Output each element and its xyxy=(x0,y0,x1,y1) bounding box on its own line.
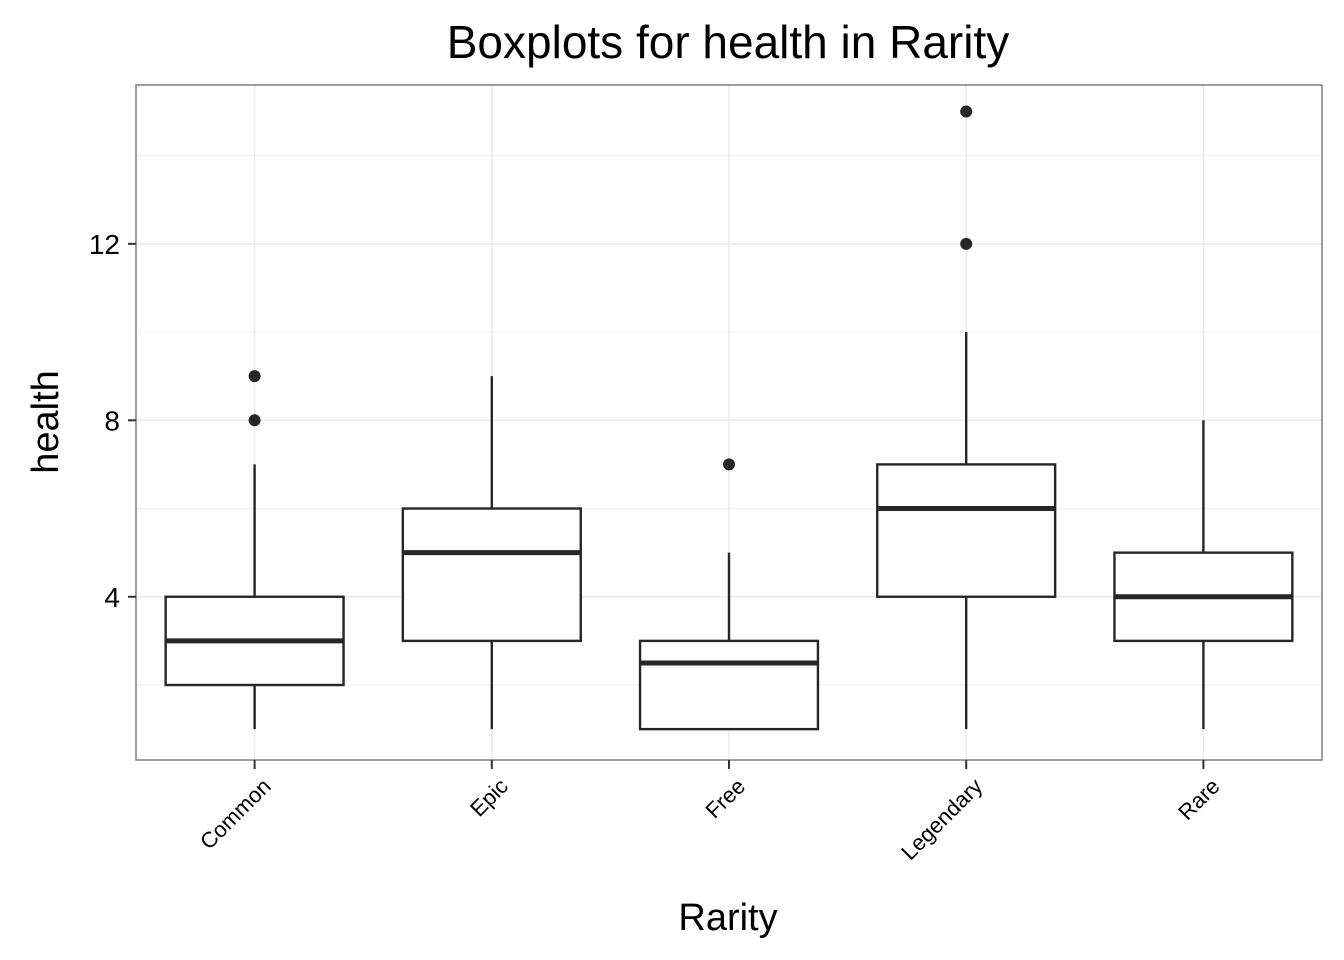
chart-title: Boxplots for health in Rarity xyxy=(447,16,1010,68)
box-legendary xyxy=(876,105,1057,730)
box-free xyxy=(638,458,820,731)
iqr-box xyxy=(638,639,820,731)
x-tick-label: Rare xyxy=(1173,774,1224,825)
x-tick-label: Common xyxy=(195,774,276,855)
outlier-point xyxy=(960,105,973,118)
x-tick-label: Legendary xyxy=(896,774,987,865)
outlier-point xyxy=(248,414,261,427)
x-axis-title: Rarity xyxy=(678,897,777,939)
y-tick-label: 8 xyxy=(104,405,120,436)
box-rare xyxy=(1113,420,1294,730)
box-epic xyxy=(401,376,582,730)
x-tick-label: Epic xyxy=(465,774,513,822)
y-tick-label: 12 xyxy=(89,229,120,260)
iqr-box xyxy=(401,507,582,643)
y-axis-title: health xyxy=(25,370,67,474)
outlier-point xyxy=(960,237,973,250)
outlier-point xyxy=(723,458,735,471)
box-common xyxy=(164,370,345,730)
x-tick-label: Free xyxy=(701,774,751,824)
y-tick-label: 4 xyxy=(104,582,120,613)
iqr-box xyxy=(876,463,1057,598)
outlier-point xyxy=(248,370,261,383)
box-layer xyxy=(164,105,1294,731)
